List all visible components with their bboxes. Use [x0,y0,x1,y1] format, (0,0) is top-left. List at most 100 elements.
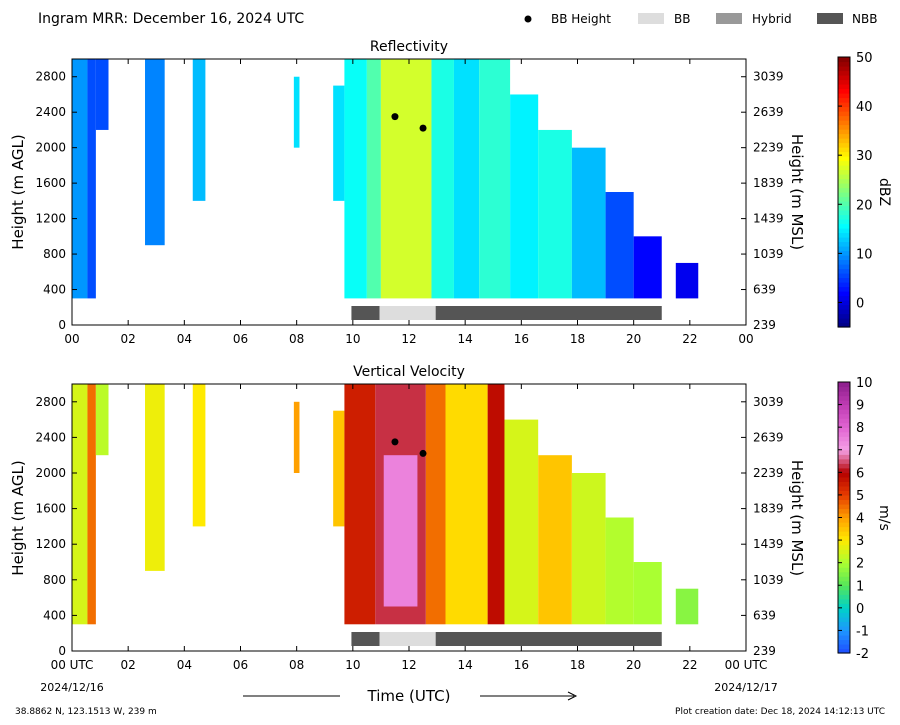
figure-title: Ingram MRR: December 16, 2024 UTC [38,11,304,27]
y-tick-label: 1600 [35,502,66,516]
colorbar-segment [838,580,850,586]
colorbar-segment [838,531,850,537]
x-tick-label: 18 [570,658,585,672]
y-tick-label-right: 3039 [753,70,784,84]
colorbar-segment [838,558,850,564]
precip-block-2 [95,384,109,456]
colorbar-segment [838,295,850,301]
colorbar-segment [838,467,850,473]
colorbar-segment [838,454,850,460]
velocity-colorbar: -2 -1 0 1 2 3 4 5 6 7 8 9 10 [837,376,873,662]
colorbar-segment [838,129,850,135]
precip-block-11 [453,59,480,299]
start-date-label: 2024/12/16 [40,681,103,694]
y-tick-label: 2800 [35,395,66,409]
y-tick-label-right: 1039 [753,247,784,261]
y-tick-label: 1600 [35,176,66,190]
colorbar-segment [838,476,850,482]
reflectivity-ylabel: Height (m AGL) [9,134,27,249]
velocity-colorbar-label: m/s [876,505,892,531]
colorbar-tick-label: 7 [856,444,864,459]
precip-block-0 [72,59,88,299]
x-tick-label: 16 [514,658,529,672]
colorbar-segment [838,458,850,464]
x-tick-label: 10 [345,658,360,672]
precip-block-17 [633,236,662,299]
precip-block-6 [333,85,345,201]
colorbar-segment [838,237,850,243]
y-tick-label-right: 1839 [753,176,784,190]
colorbar-segment [838,111,850,117]
colorbar-segment [838,445,850,451]
precip-block-14 [538,129,572,299]
y-tick-label: 2400 [35,430,66,444]
y-tick-label: 1200 [35,212,66,226]
x-tick-label: 18 [570,332,585,346]
colorbar-segment [838,612,850,618]
y-tick-label: 0 [58,644,66,658]
colorbar-segment [838,322,850,328]
x-tick-label: 00 UTC [51,658,94,672]
colorbar-tick-label: -1 [856,624,869,639]
colorbar-segment [838,178,850,184]
colorbar-segment [838,616,850,622]
colorbar-tick-label: 1 [856,579,864,594]
colorbar-segment [838,286,850,292]
x-tick-label: 22 [682,332,697,346]
colorbar-segment [838,585,850,591]
x-tick-label: 16 [514,332,529,346]
dbz-colorbar: 0 10 20 30 40 50 [837,51,873,328]
colorbar-segment [838,562,850,568]
precip-block-8 [366,59,381,299]
y-tick-label-right: 239 [753,644,776,658]
colorbar-tick-label: 10 [856,247,873,262]
colorbar-tick-label: 9 [856,399,864,414]
colorbar-segment [838,70,850,76]
colorbar-segment [838,309,850,315]
legend-bb-label: BB [674,12,690,26]
colorbar-segment [838,160,850,166]
dbz-colorbar-label: dBZ [876,178,892,206]
colorbar-segment [838,431,850,437]
colorbar-segment [838,214,850,220]
colorbar-tick-label: 20 [856,198,873,213]
colorbar-segment [838,313,850,319]
y-tick-label-right: 1439 [753,212,784,226]
colorbar-segment [838,512,850,519]
legend: BB Height BB Hybrid NBB [524,12,877,26]
colorbar-segment [838,526,850,532]
precip-block-16 [605,517,634,625]
colorbar-segment [838,174,850,180]
x-axis-label: Time (UTC) [367,687,451,705]
colorbar-segment [838,499,850,505]
x-tick-label: 04 [177,658,192,672]
colorbar-segment [838,133,850,139]
y-tick-label-right: 1839 [753,502,784,516]
location-footer: 38.8862 N, 123.1513 W, 239 m [15,707,157,717]
colorbar-segment [838,413,850,419]
colorbar-tick-label: 4 [856,512,864,527]
y-tick-label-right: 2239 [753,466,784,480]
reflectivity-title: Reflectivity [370,39,448,55]
x-tick-label: 06 [233,658,248,672]
colorbar-segment [838,255,850,261]
legend-nbb-label: NBB [852,12,877,26]
colorbar-segment [838,246,850,252]
y-tick-label-right: 1039 [753,573,784,587]
end-date-label: 2024/12/17 [714,681,777,694]
colorbar-segment [838,210,850,216]
velocity-title: Vertical Velocity [353,364,465,380]
precip-block-10 [431,59,454,299]
colorbar-segment [838,61,850,67]
colorbar-segment [838,391,850,397]
precip-block-0 [72,384,88,625]
x-tick-label: 06 [233,332,248,346]
y-tick-label: 2000 [35,141,66,155]
x-tick-label: 12 [401,332,416,346]
x-tick-label: 02 [121,658,136,672]
precip-block-13 [504,419,539,625]
colorbar-segment [838,485,850,491]
precip-block-15 [571,147,606,299]
